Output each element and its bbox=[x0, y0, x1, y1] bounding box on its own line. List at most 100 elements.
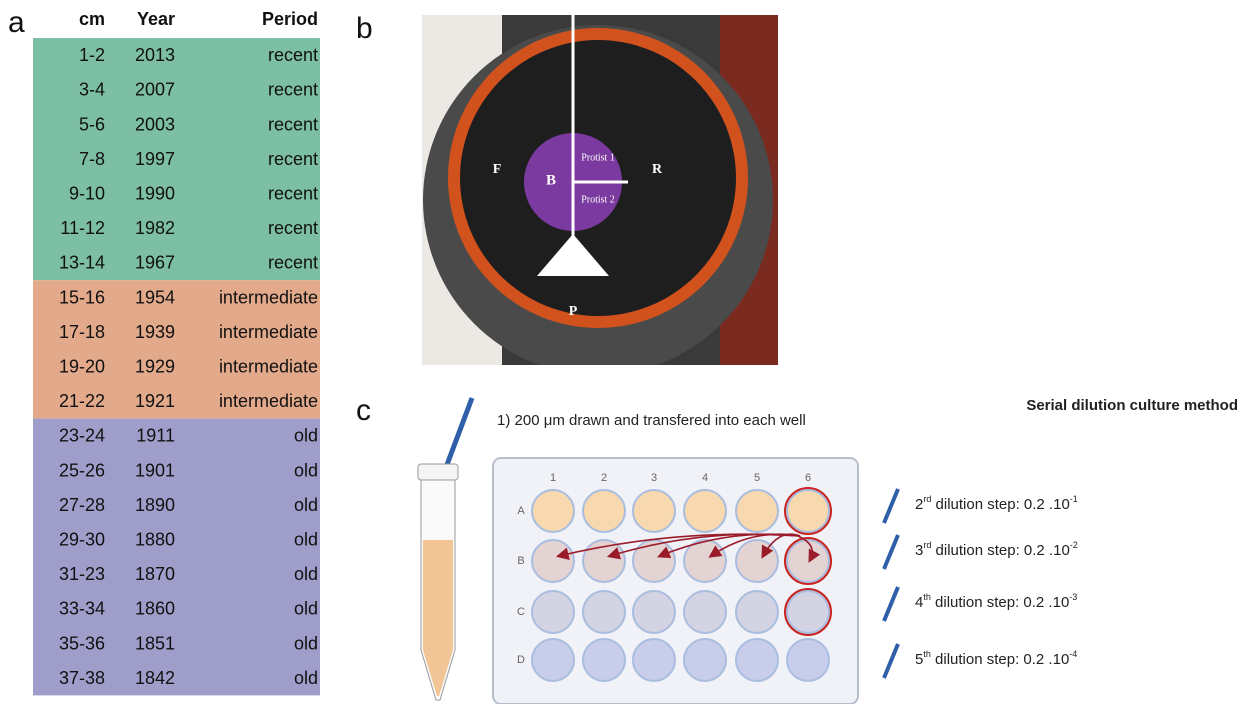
table-cell: intermediate bbox=[219, 356, 318, 376]
column-label: 3 bbox=[651, 472, 657, 484]
table-header: Period bbox=[262, 9, 318, 29]
well bbox=[736, 591, 778, 633]
table-cell: 31-23 bbox=[59, 564, 105, 584]
well bbox=[583, 591, 625, 633]
well bbox=[684, 591, 726, 633]
table-cell: 1990 bbox=[135, 183, 175, 203]
photo-label: F bbox=[493, 162, 502, 177]
table-cell: recent bbox=[268, 149, 318, 169]
table-cell: old bbox=[294, 668, 318, 688]
table-cell: 15-16 bbox=[59, 287, 105, 307]
step-ordinal: rd bbox=[923, 494, 931, 504]
well bbox=[787, 540, 829, 582]
table-cell: 25-26 bbox=[59, 460, 105, 480]
step-exponent: -2 bbox=[1070, 540, 1078, 550]
step-text: dilution step: 0.2 .10 bbox=[931, 542, 1069, 559]
row-label: A bbox=[517, 505, 525, 517]
step-number: 3 bbox=[915, 542, 923, 559]
well bbox=[633, 591, 675, 633]
table-cell: 37-38 bbox=[59, 668, 105, 688]
photo-label: B bbox=[546, 172, 556, 188]
table-cell: old bbox=[294, 633, 318, 653]
row-label: D bbox=[517, 654, 525, 666]
well bbox=[532, 540, 574, 582]
table-cell: 1880 bbox=[135, 529, 175, 549]
tube bbox=[418, 464, 458, 700]
table-cell: 1842 bbox=[135, 668, 175, 688]
column-label: 2 bbox=[601, 472, 607, 484]
table-cell: 1890 bbox=[135, 495, 175, 515]
well bbox=[787, 490, 829, 532]
diagram-title: Serial dilution culture method bbox=[1026, 397, 1238, 414]
step-text: dilution step: 0.2 .10 bbox=[931, 496, 1069, 513]
table-cell: 19-20 bbox=[59, 356, 105, 376]
well bbox=[532, 639, 574, 681]
table-cell: old bbox=[294, 599, 318, 619]
table-cell: 1-2 bbox=[79, 45, 105, 65]
table-cell: recent bbox=[268, 253, 318, 273]
table-cell: 1939 bbox=[135, 322, 175, 342]
table-cell: 1929 bbox=[135, 356, 175, 376]
photo-label: Protist 2 bbox=[581, 194, 615, 205]
table-cell: old bbox=[294, 529, 318, 549]
well bbox=[787, 639, 829, 681]
table-cell: 13-14 bbox=[59, 253, 105, 273]
step-ordinal: th bbox=[923, 592, 931, 602]
well bbox=[736, 490, 778, 532]
photo-label: P bbox=[569, 304, 578, 319]
table-cell: 1911 bbox=[136, 426, 175, 446]
step-ordinal: rd bbox=[923, 540, 931, 550]
row-label: C bbox=[517, 606, 525, 618]
well bbox=[684, 540, 726, 582]
row-label: B bbox=[517, 555, 524, 567]
step-exponent: -4 bbox=[1069, 649, 1077, 659]
pipette bbox=[884, 535, 898, 569]
well bbox=[684, 639, 726, 681]
table-header: Year bbox=[137, 9, 175, 29]
well bbox=[583, 639, 625, 681]
well bbox=[583, 490, 625, 532]
table-cell: 11-12 bbox=[60, 218, 105, 238]
table-cell: recent bbox=[268, 114, 318, 134]
table-cell: intermediate bbox=[219, 287, 318, 307]
table-cell: 17-18 bbox=[59, 322, 105, 342]
step-number: 5 bbox=[915, 651, 923, 668]
table-cell: 27-28 bbox=[59, 495, 105, 515]
table-cell: 1997 bbox=[135, 149, 175, 169]
table-cell: old bbox=[294, 495, 318, 515]
table-cell: 33-34 bbox=[59, 599, 105, 619]
photo-label: Protist 1 bbox=[581, 152, 615, 163]
table-cell: 1982 bbox=[135, 218, 175, 238]
panel-label: b bbox=[356, 12, 373, 45]
step-text: 4th dilution step: 0.2 .10-3 bbox=[915, 592, 1077, 611]
table-cell: recent bbox=[268, 80, 318, 100]
figure: a b c cmYearPeriod1-22013recent3-42007re… bbox=[0, 0, 1240, 704]
panel-label: c bbox=[356, 394, 371, 427]
table-cell: 2003 bbox=[135, 114, 175, 134]
table-cell: 3-4 bbox=[79, 80, 105, 100]
table-cell: 1954 bbox=[135, 287, 175, 307]
tube-cap bbox=[418, 464, 458, 480]
step-number: 4 bbox=[915, 594, 923, 611]
table-cell: 2007 bbox=[135, 80, 175, 100]
table-cell: 9-10 bbox=[69, 183, 105, 203]
well bbox=[736, 639, 778, 681]
table-cell: 1967 bbox=[135, 253, 175, 273]
step-exponent: -3 bbox=[1069, 592, 1077, 602]
table-cell: 1851 bbox=[135, 633, 175, 653]
table-cell: recent bbox=[268, 45, 318, 65]
panel-label: a bbox=[8, 6, 25, 39]
table-cell: 1860 bbox=[135, 599, 175, 619]
step-number: 2 bbox=[915, 496, 923, 513]
table-cell: 7-8 bbox=[79, 149, 105, 169]
pipette bbox=[884, 644, 898, 678]
well bbox=[532, 490, 574, 532]
column-label: 6 bbox=[805, 472, 811, 484]
column-label: 1 bbox=[550, 472, 556, 484]
photo-label: R bbox=[652, 162, 663, 177]
step-text: dilution step: 0.2 .10 bbox=[931, 594, 1069, 611]
step-text: 5th dilution step: 0.2 .10-4 bbox=[915, 649, 1077, 668]
table-cell: old bbox=[294, 426, 318, 446]
